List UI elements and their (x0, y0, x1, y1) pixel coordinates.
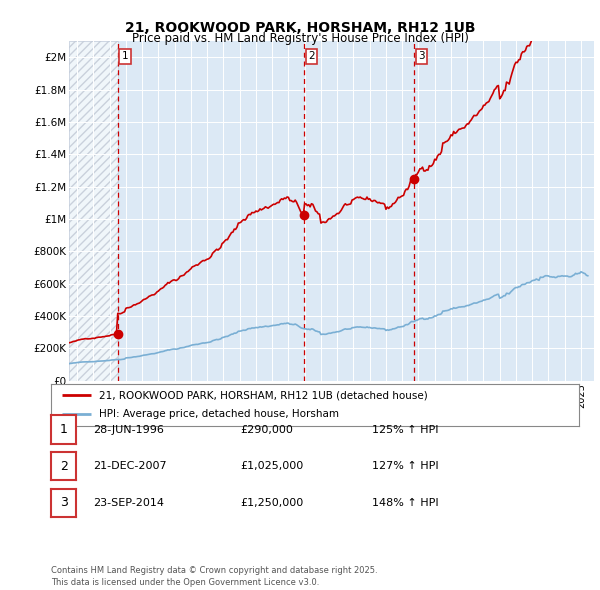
Text: £290,000: £290,000 (240, 425, 293, 434)
Text: 2: 2 (308, 51, 315, 61)
Text: 3: 3 (418, 51, 425, 61)
Text: £1,250,000: £1,250,000 (240, 498, 303, 507)
Text: 21, ROOKWOOD PARK, HORSHAM, RH12 1UB (detached house): 21, ROOKWOOD PARK, HORSHAM, RH12 1UB (de… (98, 391, 427, 401)
Text: HPI: Average price, detached house, Horsham: HPI: Average price, detached house, Hors… (98, 409, 338, 419)
Text: 3: 3 (59, 496, 68, 509)
Text: Contains HM Land Registry data © Crown copyright and database right 2025.
This d: Contains HM Land Registry data © Crown c… (51, 566, 377, 587)
Text: 2: 2 (59, 460, 68, 473)
Text: 21, ROOKWOOD PARK, HORSHAM, RH12 1UB: 21, ROOKWOOD PARK, HORSHAM, RH12 1UB (125, 21, 475, 35)
Text: 1: 1 (59, 423, 68, 436)
Text: £1,025,000: £1,025,000 (240, 461, 303, 471)
Text: 21-DEC-2007: 21-DEC-2007 (93, 461, 167, 471)
Text: 148% ↑ HPI: 148% ↑ HPI (372, 498, 439, 507)
Text: 28-JUN-1996: 28-JUN-1996 (93, 425, 164, 434)
Text: 1: 1 (122, 51, 128, 61)
Text: 127% ↑ HPI: 127% ↑ HPI (372, 461, 439, 471)
Text: 125% ↑ HPI: 125% ↑ HPI (372, 425, 439, 434)
Text: 23-SEP-2014: 23-SEP-2014 (93, 498, 164, 507)
Bar (69, 41, 118, 381)
Text: Price paid vs. HM Land Registry's House Price Index (HPI): Price paid vs. HM Land Registry's House … (131, 32, 469, 45)
